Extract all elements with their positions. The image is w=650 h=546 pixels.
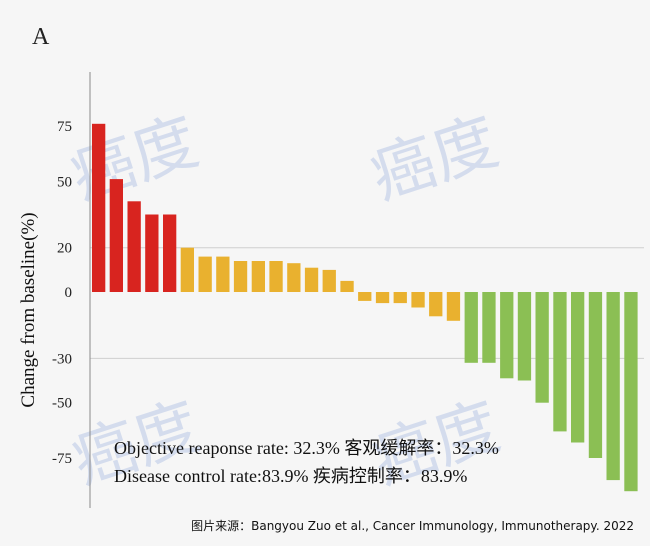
bar [535,292,549,403]
y-tick-labels: 75 50 20 0 -30 -50 -75 [52,119,72,467]
bar [233,261,248,292]
bar [517,292,532,381]
bar [251,261,265,292]
y-tick-label: -30 [52,351,72,367]
bar [358,292,372,301]
source-caption: 图片来源：Bangyou Zuo et al., Cancer Immunolo… [191,519,634,533]
y-tick-label: 20 [57,241,72,257]
bar [464,292,478,363]
watermark-1: 癌度 [62,105,207,215]
bar [482,292,496,363]
bar [606,292,620,481]
panel-label: A [32,24,50,50]
bar [429,292,443,317]
bar [304,267,319,292]
bar [500,292,514,379]
watermarks: 癌度 癌度 癌度 癌度 [62,105,508,500]
bars [92,123,638,492]
y-tick-label: -50 [52,396,72,412]
bar [446,292,461,321]
y-tick-label: 75 [57,119,72,135]
bar [411,292,425,308]
watermark-2: 癌度 [362,105,507,215]
y-tick-label: 0 [65,285,73,301]
bar [269,261,283,292]
bar [340,280,354,292]
bar [571,292,585,443]
bar [163,214,177,292]
y-tick-label: -75 [52,451,72,467]
bar [216,256,230,292]
bar [322,269,336,292]
bar [92,123,106,292]
bar [588,292,603,458]
y-tick-label: 50 [57,174,72,190]
bar [127,201,141,292]
bar [198,256,212,292]
y-axis-label: Change from baseline(%) [18,212,39,407]
bar [553,292,567,432]
bar [375,292,390,304]
annotation-orr: Objective reaponse rate: 32.3% 客观缓解率：32.… [114,438,499,458]
bar [624,292,638,492]
bar [145,214,159,292]
bar [180,247,194,292]
bar [109,179,123,292]
bar [287,263,301,292]
annotation-dcr: Disease control rate:83.9% 疾病控制率：83.9% [114,466,467,486]
bar [393,292,407,304]
